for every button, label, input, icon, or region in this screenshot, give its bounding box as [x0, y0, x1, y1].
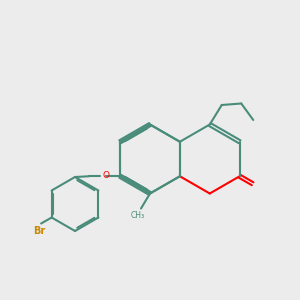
Text: CH₃: CH₃ — [130, 211, 145, 220]
Text: Br: Br — [34, 226, 46, 236]
Text: O: O — [102, 171, 109, 180]
